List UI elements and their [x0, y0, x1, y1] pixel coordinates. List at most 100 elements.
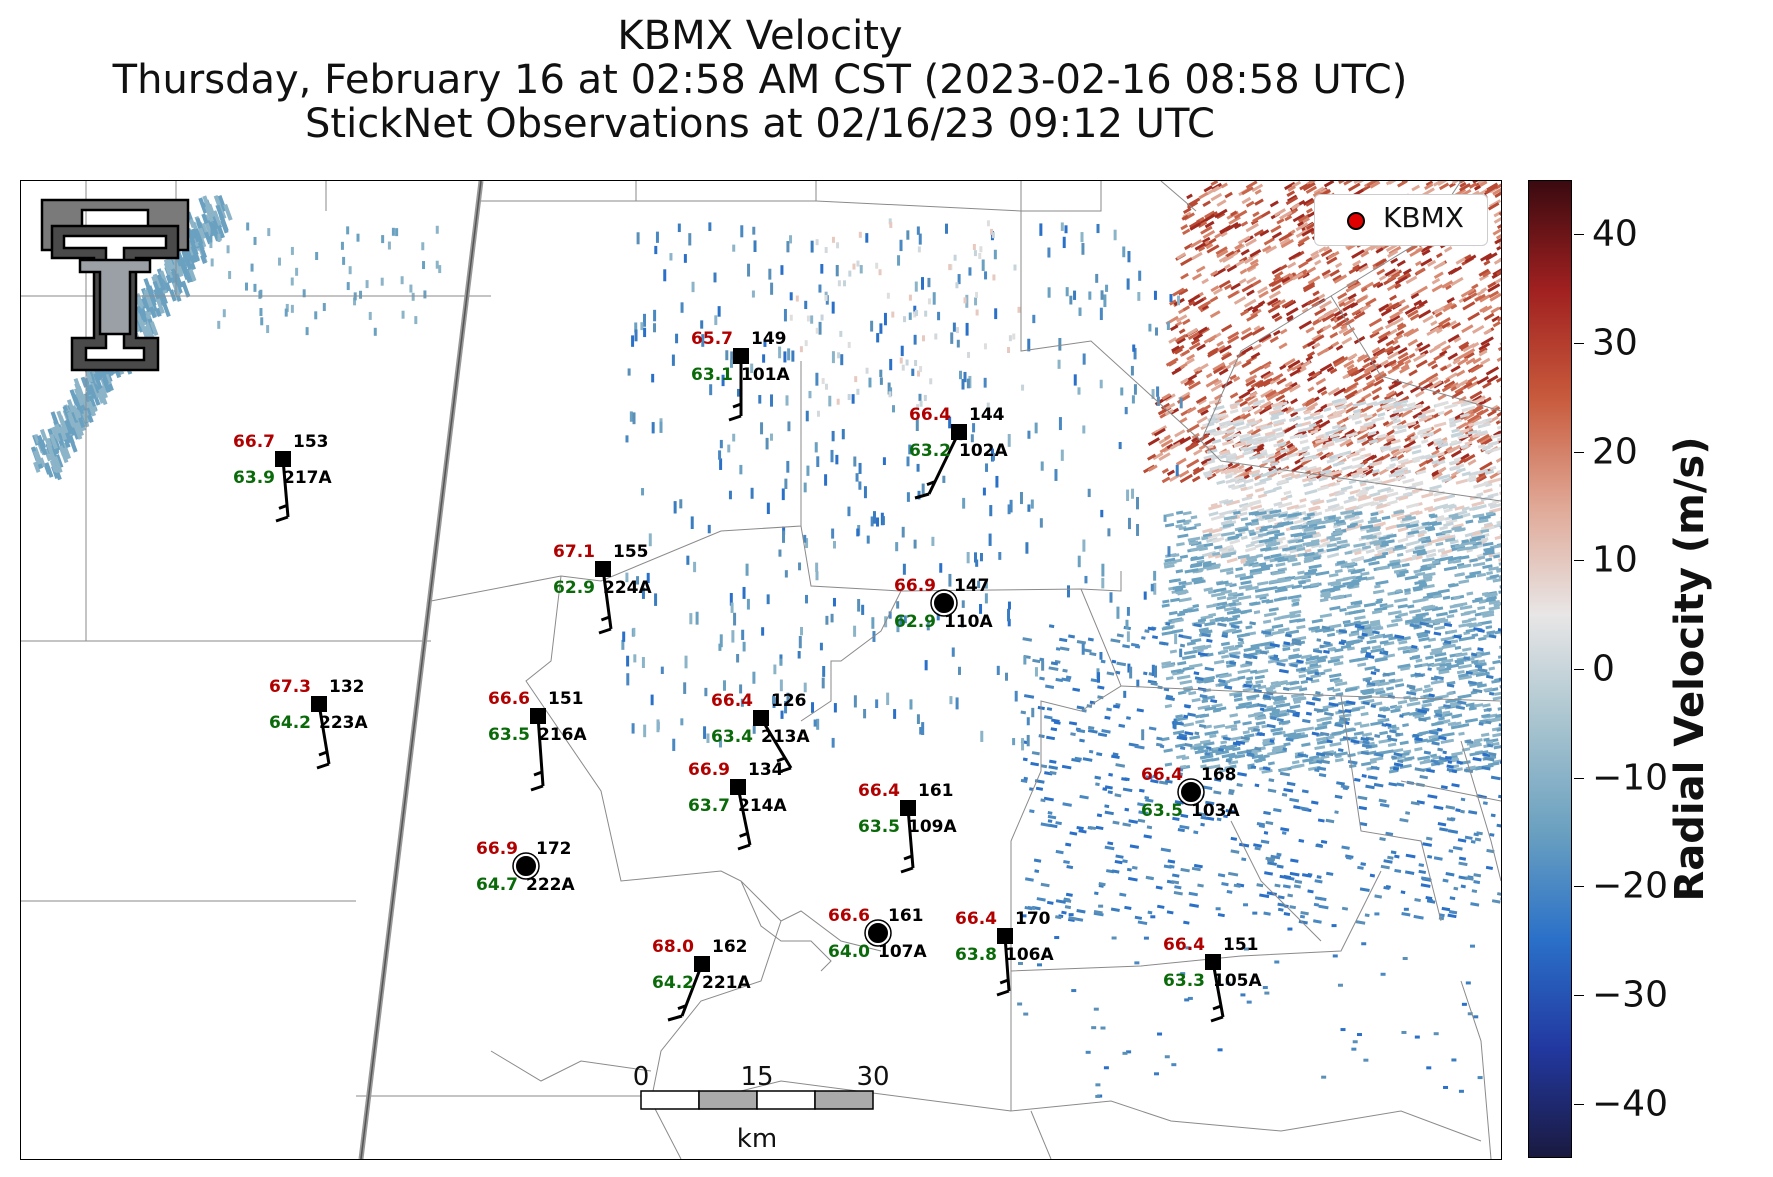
sticknet-stations: 65.7 149 63.1 101A 66.4 144 63.2 102A 66.7 153 63.… [233, 329, 1262, 1023]
station-wind-direction: 134 [748, 760, 784, 780]
station-temperature: 66.6 [488, 689, 530, 709]
station-wind-direction: 170 [1015, 909, 1051, 929]
wind-barb [1210, 961, 1225, 1023]
station-dewpoint: 63.9 [233, 468, 275, 488]
station-id: 101A [741, 365, 790, 385]
station-dewpoint: 63.5 [858, 817, 900, 837]
station-square-icon [275, 451, 291, 467]
station-dewpoint: 63.5 [488, 725, 530, 745]
wind-barb [598, 568, 613, 635]
station-101A: 65.7 149 63.1 101A [691, 329, 790, 422]
county-boundaries [21, 181, 1501, 1159]
station-wind-direction: 147 [954, 576, 990, 596]
station-wind-direction: 126 [771, 691, 807, 711]
station-109A: 66.4 161 63.5 109A [858, 781, 957, 874]
station-wind-direction: 162 [712, 937, 748, 957]
station-wind-direction: 151 [548, 689, 584, 709]
colorbar-tick-label: −30 [1592, 974, 1668, 1016]
colorbar-tick [1574, 451, 1584, 453]
station-wind-direction: 172 [536, 839, 572, 859]
colorbar-tick-label: 0 [1592, 648, 1615, 690]
legend-label: KBMX [1383, 201, 1464, 234]
station-213A: 66.4 126 63.4 213A [711, 691, 810, 774]
state-boundary [358, 181, 484, 1159]
wind-barb [900, 807, 915, 874]
station-square-icon [951, 424, 967, 440]
station-wind-direction: 161 [918, 781, 954, 801]
station-temperature: 66.4 [955, 909, 997, 929]
wind-barb [736, 786, 752, 851]
colorbar-tick [1574, 886, 1584, 888]
colorbar-title: Radial Velocity (m/s) [1667, 436, 1713, 902]
wind-barb [996, 935, 1011, 997]
station-dewpoint: 63.2 [909, 441, 951, 461]
station-id: 224A [603, 578, 652, 598]
station-temperature: 66.7 [233, 432, 275, 452]
station-wind-direction: 161 [888, 906, 924, 926]
station-dewpoint: 64.2 [652, 973, 694, 993]
station-temperature: 66.9 [688, 760, 730, 780]
station-dewpoint: 63.5 [1141, 801, 1183, 821]
station-square-icon [530, 708, 546, 724]
station-temperature: 66.9 [476, 839, 518, 859]
station-temperature: 66.9 [894, 576, 936, 596]
velocity-map[interactable]: 65.7 149 63.1 101A 66.4 144 63.2 102A 66.7 153 63.… [20, 180, 1502, 1160]
colorbar-tick-label: 40 [1592, 213, 1638, 255]
wind-barb [728, 356, 743, 422]
station-103A: 66.4 168 63.5 103A [1141, 765, 1240, 821]
colorbar-tick-label: −40 [1592, 1083, 1668, 1125]
station-dewpoint: 63.3 [1163, 971, 1205, 991]
station-dewpoint: 64.7 [476, 875, 518, 895]
scale-label-30: 30 [856, 1062, 890, 1092]
station-106A: 66.4 170 63.8 106A [955, 909, 1054, 997]
station-temperature: 66.4 [1141, 765, 1183, 785]
station-dewpoint: 63.1 [691, 365, 733, 385]
station-wind-direction: 151 [1223, 935, 1259, 955]
scale-label-15: 15 [740, 1062, 774, 1092]
station-110A: 66.9 147 62.9 110A [894, 576, 993, 632]
title-time: Thursday, February 16 at 02:58 AM CST (2… [112, 57, 1408, 103]
title-observations: StickNet Observations at 02/16/23 09:12 … [305, 101, 1215, 147]
calm-wind-circle-icon [866, 921, 890, 945]
station-square-icon [730, 779, 746, 795]
station-square-icon [900, 800, 916, 816]
scale-label-0: 0 [632, 1062, 650, 1092]
station-102A: 66.4 144 63.2 102A [909, 405, 1008, 500]
station-temperature: 66.4 [909, 405, 951, 425]
station-223A: 67.3 132 64.2 223A [269, 677, 368, 770]
station-temperature: 66.4 [1163, 935, 1205, 955]
station-square-icon [1205, 954, 1221, 970]
station-id: 223A [319, 713, 368, 733]
station-id: 221A [702, 973, 751, 993]
wind-barb [667, 963, 704, 1022]
station-wind-direction: 168 [1201, 765, 1237, 785]
station-temperature: 67.3 [269, 677, 311, 697]
station-107A: 66.6 161 64.0 107A [828, 906, 927, 962]
station-id: 217A [283, 468, 332, 488]
wind-barb [530, 715, 545, 792]
station-square-icon [997, 928, 1013, 944]
colorbar-tick [1574, 1103, 1584, 1105]
colorbar-tick [1574, 343, 1584, 344]
station-temperature: 66.6 [828, 906, 870, 926]
colorbar-tick [1574, 560, 1584, 562]
station-dewpoint: 64.2 [269, 713, 311, 733]
station-id: 105A [1213, 971, 1262, 991]
station-square-icon [311, 696, 327, 712]
station-222A: 66.9 172 64.7 222A [476, 839, 575, 895]
station-dewpoint: 62.9 [894, 612, 936, 632]
radar-marker-icon [1347, 212, 1365, 230]
station-dewpoint: 63.8 [955, 945, 997, 965]
wind-barb [914, 431, 961, 500]
station-temperature: 66.4 [711, 691, 753, 711]
station-temperature: 67.1 [553, 542, 595, 562]
station-dewpoint: 62.9 [553, 578, 595, 598]
station-id: 109A [908, 817, 957, 837]
station-221A: 68.0 162 64.2 221A [652, 937, 751, 1022]
wind-barb [316, 703, 331, 770]
station-temperature: 65.7 [691, 329, 733, 349]
colorbar-tick-label: 10 [1592, 539, 1638, 581]
colorbar-tick-label: 20 [1592, 431, 1638, 473]
station-id: 103A [1191, 801, 1240, 821]
station-id: 222A [526, 875, 575, 895]
